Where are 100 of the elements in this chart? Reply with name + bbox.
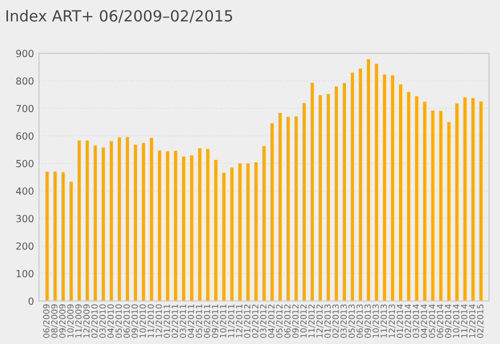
y-tick-label: 900 (16, 50, 34, 58)
bar (342, 83, 346, 301)
x-tick-label: 06/2010 (124, 304, 130, 338)
y-tick-label: 600 (16, 132, 34, 140)
x-tick-label: 09/2013 (364, 304, 372, 338)
bar (198, 148, 202, 301)
x-tick-label: 09/2010 (132, 304, 138, 338)
x-tick-label: 02/2015 (477, 304, 484, 338)
bar (174, 150, 178, 301)
x-tick-label: 03/2010 (99, 304, 106, 338)
bar (86, 140, 89, 301)
y-tick-label: 0 (28, 297, 34, 305)
x-tick-label: 02/2013 (332, 304, 340, 338)
bar (78, 140, 81, 301)
x-tick-label: 01/2013 (324, 304, 332, 338)
bar (45, 172, 49, 301)
bar (94, 146, 97, 301)
bar (431, 110, 434, 301)
bar (294, 116, 298, 301)
x-tick-label: 08/2009 (51, 304, 58, 338)
y-tick-label: 800 (16, 77, 34, 85)
x-tick-label: 11/2012 (308, 304, 316, 338)
bar (262, 146, 266, 301)
x-tick-label: 05/2013 (348, 304, 356, 338)
x-tick-label: 11/2014 (461, 304, 468, 338)
x-tick-label: 03/2013 (340, 304, 348, 338)
y-tick-label: 700 (16, 104, 34, 112)
bar (230, 168, 234, 301)
x-tick-label: 03/2011 (180, 304, 187, 338)
bar (126, 136, 129, 301)
x-tick-label: 10/2009 (67, 304, 74, 338)
bar (390, 75, 394, 301)
bar (118, 137, 121, 301)
bar (407, 92, 410, 301)
x-tick-label: 01/2012 (244, 304, 251, 338)
bar (423, 102, 426, 301)
bar (334, 86, 338, 301)
x-tick-label: 12/2014 (469, 304, 476, 338)
x-tick-label: 01/2011 (164, 304, 171, 338)
bar (222, 172, 226, 301)
x-tick-label: 01/2014 (396, 304, 404, 338)
bar (455, 103, 458, 301)
y-tick-label: 300 (16, 214, 34, 222)
x-tick-label: 06/2011 (204, 304, 211, 338)
x-tick-label: 02/2011 (172, 304, 179, 338)
x-tick-label: 05/2014 (428, 304, 436, 338)
bar (374, 64, 378, 301)
bar (102, 147, 105, 301)
bar (53, 172, 57, 301)
bar (318, 95, 322, 301)
bar (246, 163, 250, 301)
x-tick-label: 11/2013 (380, 304, 388, 338)
x-tick-label: 12/2009 (83, 304, 90, 338)
bar (479, 101, 483, 301)
y-tick-label: 400 (16, 187, 34, 195)
x-tick-label: 09/2011 (212, 304, 219, 338)
bar (70, 182, 73, 301)
x-tick-label: 10/2013 (372, 304, 380, 338)
bar (62, 172, 65, 301)
bar (415, 96, 418, 301)
y-tick-label: 500 (16, 160, 34, 168)
bar (254, 162, 258, 301)
bar (158, 150, 162, 301)
x-tick-label: 03/2014 (412, 304, 420, 338)
x-tick-label: 12/2013 (388, 304, 396, 338)
x-tick-label: 05/2011 (196, 304, 203, 338)
bar (382, 74, 386, 301)
bar (310, 82, 314, 301)
bar (278, 113, 282, 301)
bar (439, 110, 442, 301)
x-tick-label: 12/2011 (236, 304, 243, 338)
x-tick-label: 05/2010 (115, 304, 122, 338)
x-tick-label: 02/2014 (404, 304, 412, 338)
bar (350, 72, 354, 301)
bar (134, 144, 138, 301)
bar (463, 97, 466, 301)
x-tick-label: 06/2012 (284, 304, 292, 338)
x-tick-label: 02/2010 (91, 304, 98, 338)
bar (358, 68, 362, 301)
x-tick-label: 12/2012 (316, 304, 324, 338)
bar (214, 160, 218, 301)
x-tick-label: 02/2012 (252, 304, 260, 338)
bar (326, 94, 330, 301)
x-tick-label: 06/2009 (43, 304, 50, 338)
x-tick-label: 10/2011 (220, 304, 227, 338)
y-tick-label: 200 (16, 242, 34, 250)
x-tick-label: 09/2012 (292, 304, 300, 338)
x-tick-label: 06/2013 (356, 304, 364, 338)
bar (110, 141, 113, 301)
x-tick-label: 10/2012 (300, 304, 308, 338)
bar (190, 155, 194, 301)
y-tick-label: 100 (16, 270, 34, 278)
x-tick-label: 10/2014 (452, 304, 460, 338)
x-tick-label: 11/2011 (228, 304, 235, 338)
bar (399, 84, 402, 301)
x-tick-label: 04/2010 (107, 304, 114, 338)
bar (166, 151, 170, 301)
x-tick-label: 10/2010 (140, 304, 147, 338)
x-tick-label: 09/2009 (59, 304, 66, 338)
x-tick-label: 04/2014 (420, 304, 428, 338)
